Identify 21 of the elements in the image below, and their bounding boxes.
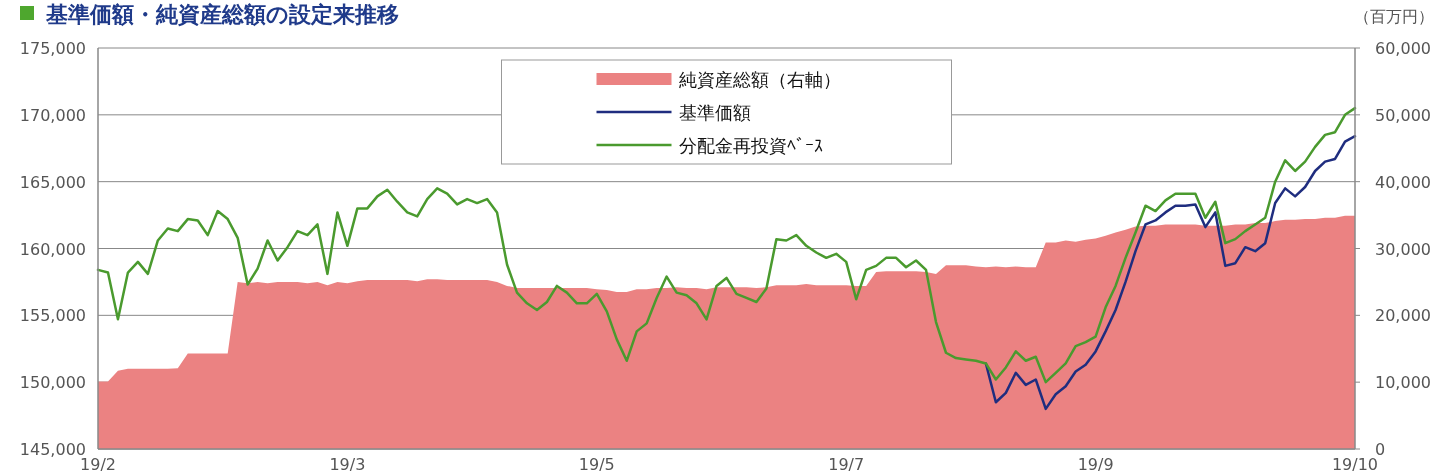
y2-axis-title: （百万円） — [1354, 7, 1434, 26]
y2-tick-label: 30,000 — [1375, 239, 1431, 259]
y2-tick-label: 50,000 — [1375, 105, 1431, 125]
chart-title: 基準価額・純資産総額の設定来推移 — [45, 2, 399, 27]
legend-label: 分配金再投資ﾍﾞｰｽ — [678, 135, 823, 156]
y-tick-label: 170,000 — [19, 105, 86, 125]
x-tick-label: 19/7 — [828, 455, 865, 474]
y2-tick-label: 40,000 — [1375, 172, 1431, 192]
legend-label: 基準価額 — [678, 102, 751, 123]
y-tick-label: 150,000 — [19, 373, 86, 393]
y-tick-label: 165,000 — [19, 172, 86, 192]
y2-tick-label: 60,000 — [1375, 39, 1431, 58]
legend-label: 純資産総額（右軸） — [678, 69, 841, 90]
y-tick-label: 155,000 — [19, 306, 86, 326]
y2-tick-label: 20,000 — [1375, 306, 1431, 326]
y-tick-label: 175,000 — [19, 39, 86, 58]
x-tick-label: 19/3 — [329, 455, 366, 474]
y-tick-label: 160,000 — [19, 239, 86, 259]
x-tick-label: 19/9 — [1077, 455, 1114, 474]
x-tick-label: 19/5 — [578, 455, 615, 474]
y2-tick-label: 10,000 — [1375, 373, 1431, 393]
